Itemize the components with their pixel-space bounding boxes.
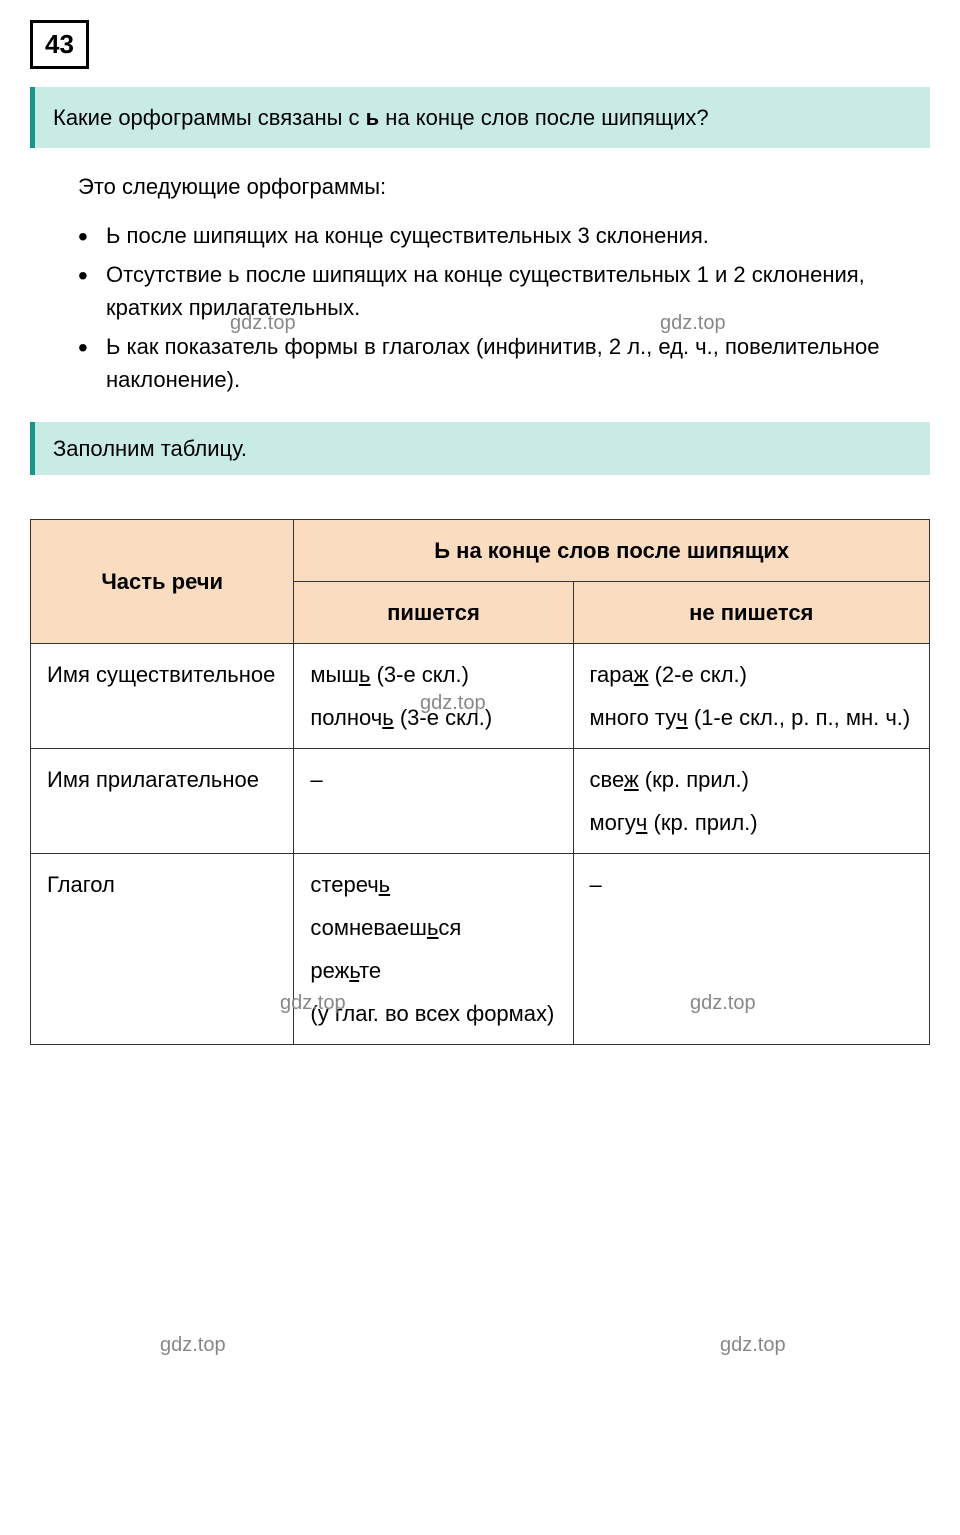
table-subheader-2: не пишется <box>573 582 929 644</box>
question-bold: ь <box>366 105 380 130</box>
cell-line: много туч (1-е скл., р. п., мн. ч.) <box>590 701 913 734</box>
table-row: Имя прилагательное– свеж (кр. прил.) могуч… <box>31 749 930 854</box>
cell-line: (у глаг. во всех формах) <box>310 997 556 1030</box>
table-row: Имя существительное мышь (3-е скл.) полноч… <box>31 644 930 749</box>
bullet-item: Отсутствие ь после шипящих на конце суще… <box>78 258 930 324</box>
table-cell-part: Глагол <box>31 854 294 1045</box>
table-cell: гараж (2-е скл.) много туч (1-е скл., р. … <box>573 644 929 749</box>
question-suffix: на конце слов после шипящих? <box>379 105 708 130</box>
watermark: gdz.top <box>720 1330 786 1360</box>
table-row: Глагол стеречь сомневаешься режьте (у глаг. … <box>31 854 930 1045</box>
cell-line: режьте <box>310 954 556 987</box>
table-cell: свеж (кр. прил.) могуч (кр. прил.) <box>573 749 929 854</box>
cell-line: полночь (3-е скл.) <box>310 701 556 734</box>
question-prefix: Какие орфограммы связаны с <box>53 105 366 130</box>
table-header-part: Часть речи <box>31 520 294 644</box>
cell-line: – <box>590 868 913 901</box>
table-cell: мышь (3-е скл.) полночь (3-е скл.) <box>294 644 573 749</box>
intro-text: Это следующие орфограммы: <box>30 170 930 203</box>
orthogram-table: Часть речи Ь на конце слов после шипящих… <box>30 519 930 1045</box>
table-cell-part: Имя прилагательное <box>31 749 294 854</box>
table-cell: стеречь сомневаешься режьте (у глаг. во все… <box>294 854 573 1045</box>
table-cell: – <box>294 749 573 854</box>
cell-line: – <box>310 763 556 796</box>
bullet-list: Ь после шипящих на конце существительных… <box>30 219 930 396</box>
cell-line: стеречь <box>310 868 556 901</box>
exercise-number: 43 <box>30 20 89 69</box>
cell-line: свеж (кр. прил.) <box>590 763 913 796</box>
table-cell: – <box>573 854 929 1045</box>
cell-line: мышь (3-е скл.) <box>310 658 556 691</box>
cell-line: могуч (кр. прил.) <box>590 806 913 839</box>
question-box: Какие орфограммы связаны с ь на конце сл… <box>30 87 930 148</box>
fill-table-label: Заполним таблицу. <box>30 422 930 475</box>
table-cell-part: Имя существительное <box>31 644 294 749</box>
table-subheader-1: пишется <box>294 582 573 644</box>
bullet-item: Ь как показатель формы в глаголах (инфин… <box>78 330 930 396</box>
watermark: gdz.top <box>160 1330 226 1360</box>
bullet-item: Ь после шипящих на конце существительных… <box>78 219 930 252</box>
table-header-main: Ь на конце слов после шипящих <box>294 520 930 582</box>
cell-line: сомневаешься <box>310 911 556 944</box>
cell-line: гараж (2-е скл.) <box>590 658 913 691</box>
